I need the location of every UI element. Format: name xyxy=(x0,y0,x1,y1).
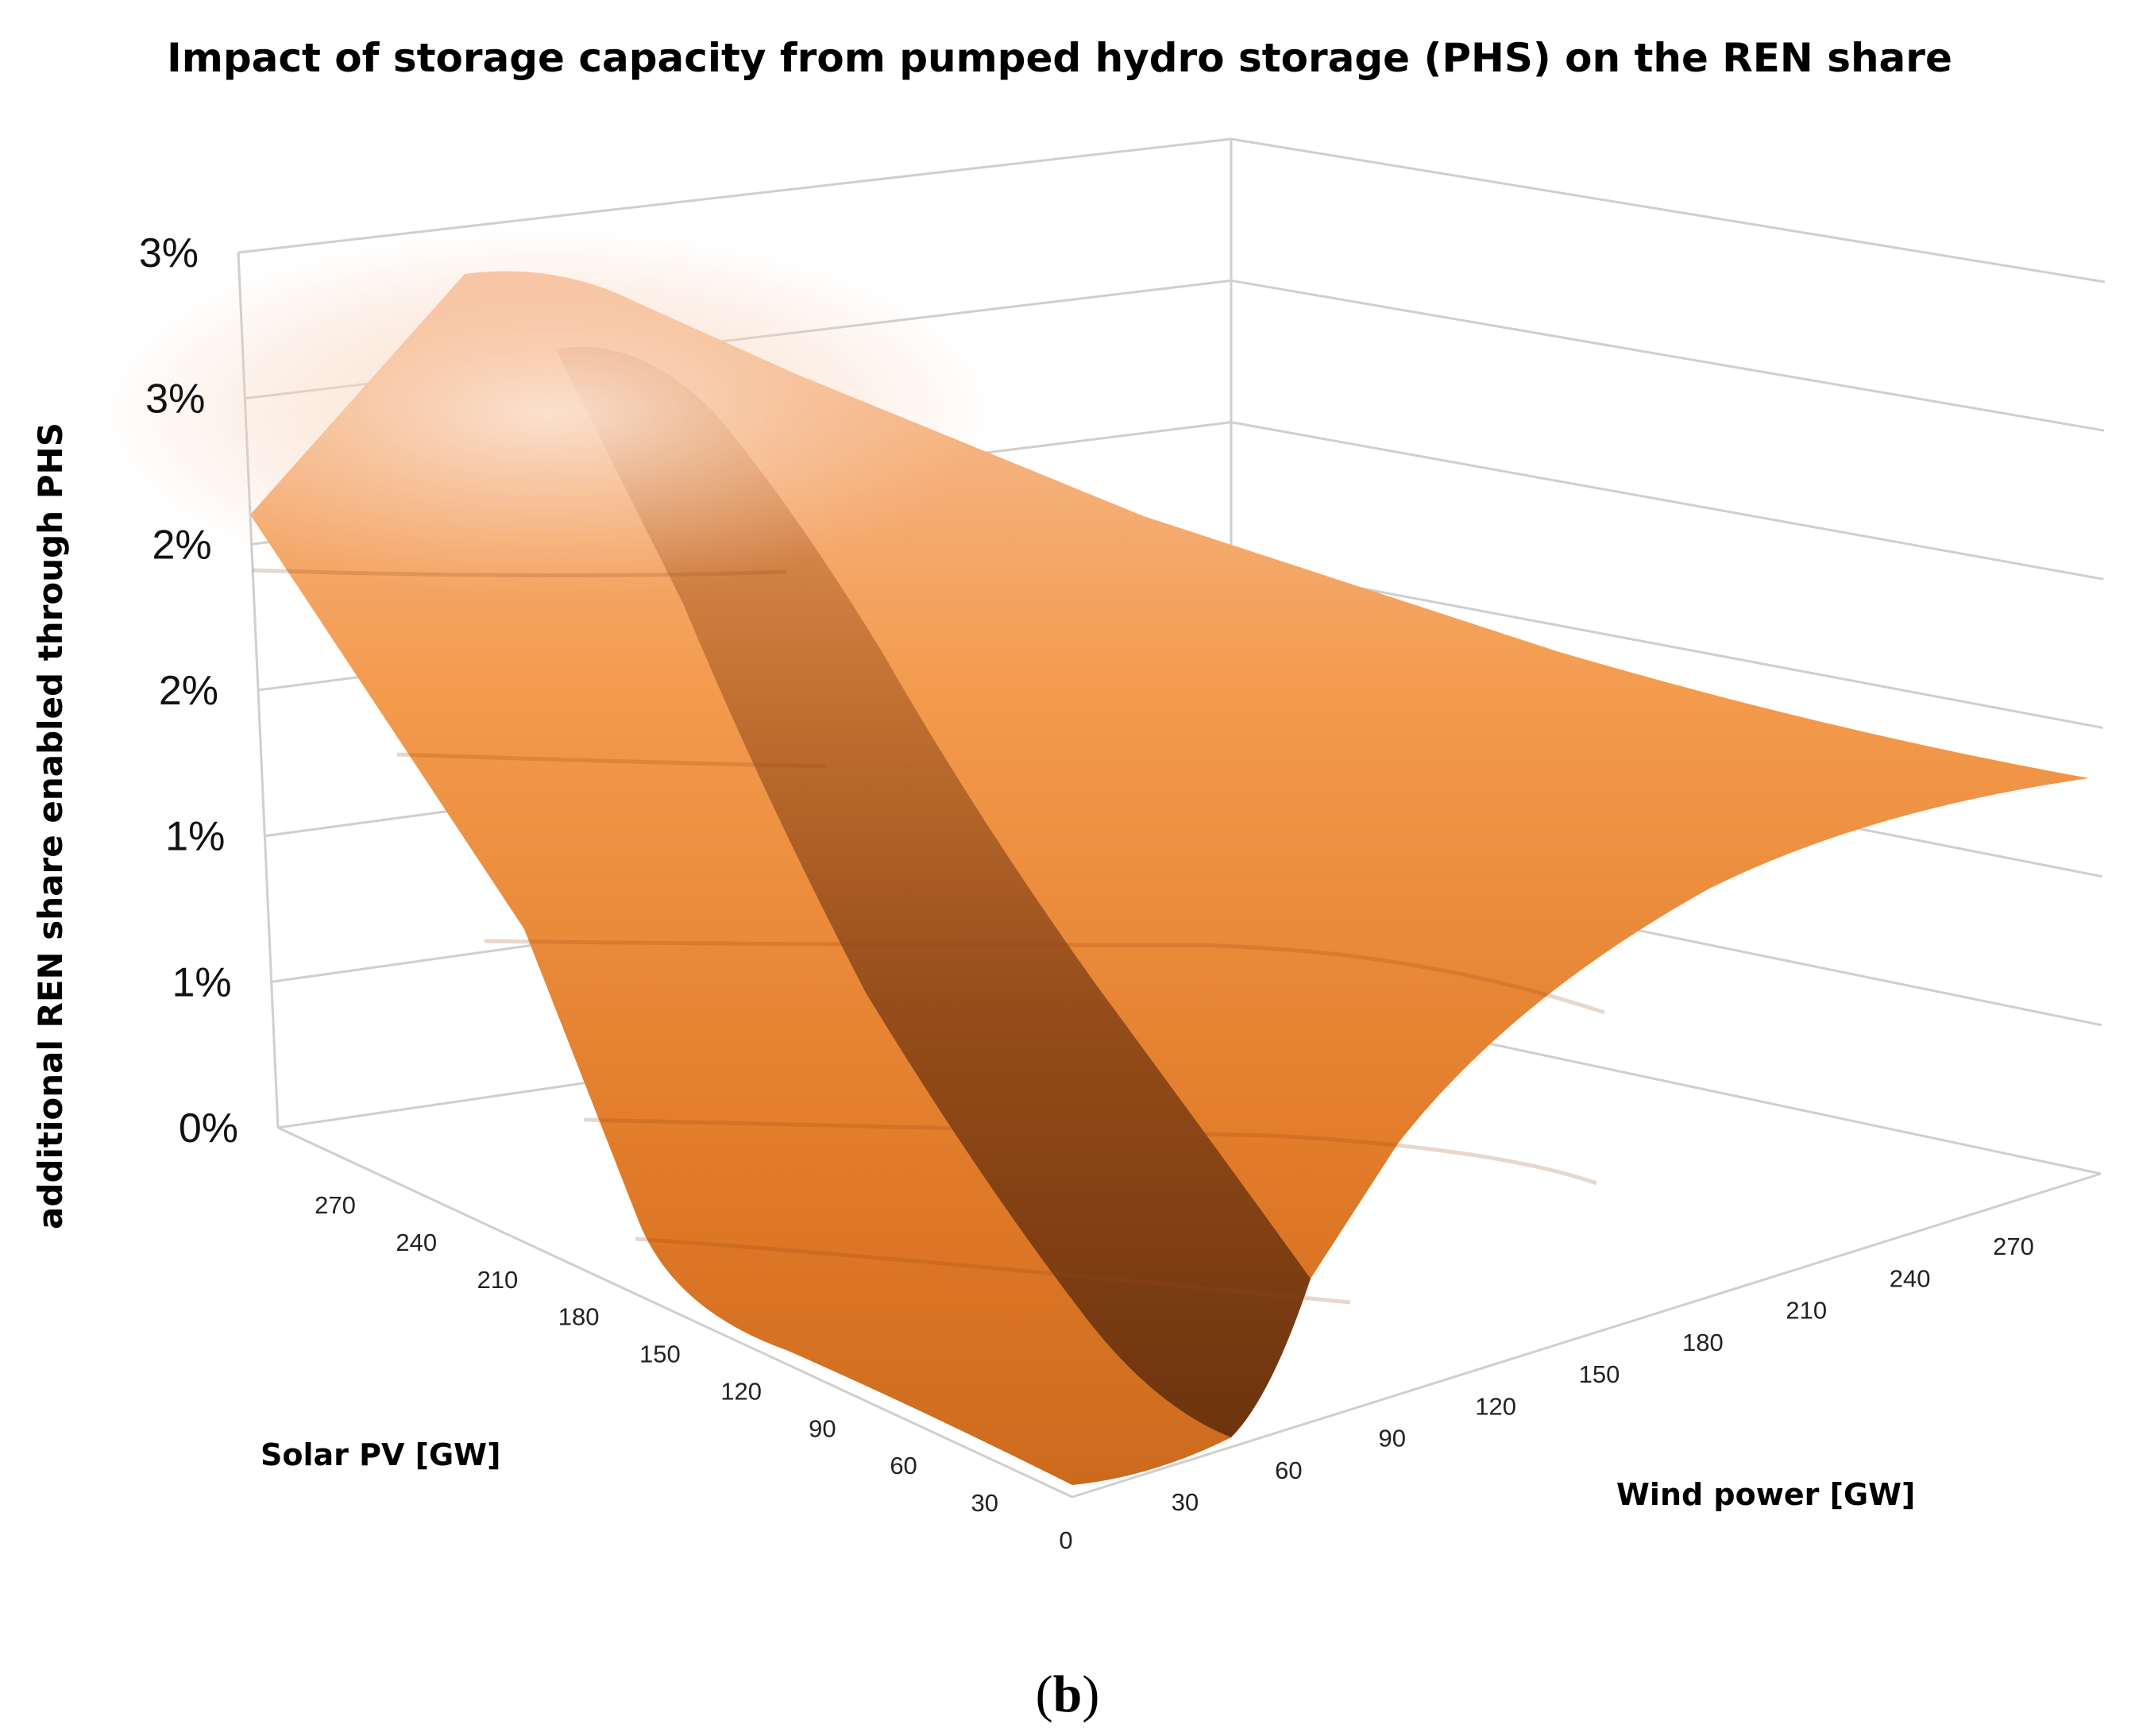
wind-tick-label: 240 xyxy=(1890,1264,1931,1292)
contour-band-1 xyxy=(396,752,827,769)
z-axis: 0% 1% 1% 2% 2% 3% 3% xyxy=(139,230,238,1152)
solar-tick-label: 90 xyxy=(809,1414,836,1442)
wind-tick-label: 180 xyxy=(1682,1329,1724,1356)
z-tick-label: 2% xyxy=(152,522,212,568)
solar-tick-label: 150 xyxy=(639,1341,681,1368)
wind-tick-label: 120 xyxy=(1475,1392,1516,1420)
z-tick-label: 1% xyxy=(172,959,232,1005)
solar-tick-label: 30 xyxy=(971,1489,998,1517)
solar-axis-title: Solar PV [GW] xyxy=(261,1437,500,1472)
solar-tick-label: 240 xyxy=(396,1229,437,1256)
surface xyxy=(103,230,2089,1485)
contour-band-2 xyxy=(484,939,1605,1015)
z-axis-title: additional REN share enabled through PHS xyxy=(31,422,70,1229)
solar-tick-label: 270 xyxy=(315,1191,356,1219)
solar-tick-label: 210 xyxy=(477,1266,519,1294)
wind-tick-label: 270 xyxy=(1993,1233,2034,1260)
z-tick-label: 3% xyxy=(139,230,199,276)
contour-bands xyxy=(252,568,1605,1305)
wind-tick-label: 210 xyxy=(1786,1297,1827,1325)
wind-axis-title: Wind power [GW] xyxy=(1616,1477,1915,1512)
caption-close-paren: ) xyxy=(1082,1665,1099,1723)
peak-highlight xyxy=(103,230,993,596)
z-tick-label: 3% xyxy=(145,376,205,422)
figure-caption: (b) xyxy=(1036,1665,1100,1723)
wind-tick-label: 30 xyxy=(1172,1488,1199,1516)
solar-tick-label: 0 xyxy=(1059,1526,1072,1554)
z-tick-label: 0% xyxy=(179,1105,238,1152)
wind-tick-label: 60 xyxy=(1275,1456,1302,1484)
solar-axis: 0 30 60 90 120 150 180 210 240 270 xyxy=(315,1191,1072,1554)
caption-open-paren: ( xyxy=(1036,1665,1053,1723)
solar-tick-label: 60 xyxy=(890,1452,917,1479)
z-tick-label: 2% xyxy=(159,668,218,714)
wind-tick-label: 150 xyxy=(1579,1360,1620,1388)
solar-tick-label: 180 xyxy=(558,1303,600,1331)
solar-tick-label: 120 xyxy=(720,1377,762,1405)
caption-letter: b xyxy=(1053,1665,1083,1723)
contour-band-0 xyxy=(252,568,787,578)
solar-floor-edge xyxy=(277,1126,1073,1499)
chart-title: Impact of storage capacity from pumped h… xyxy=(167,35,1952,81)
wind-axis: 30 60 90 120 150 180 210 240 270 xyxy=(1172,1233,2034,1516)
contour-band-3 xyxy=(583,1117,1597,1186)
wind-tick-label: 90 xyxy=(1379,1425,1406,1452)
z-tick-label: 1% xyxy=(165,814,225,860)
wind-floor-edge xyxy=(1071,1172,2102,1499)
valley-shading xyxy=(556,346,1311,1437)
contour-band-4 xyxy=(635,1236,1351,1305)
